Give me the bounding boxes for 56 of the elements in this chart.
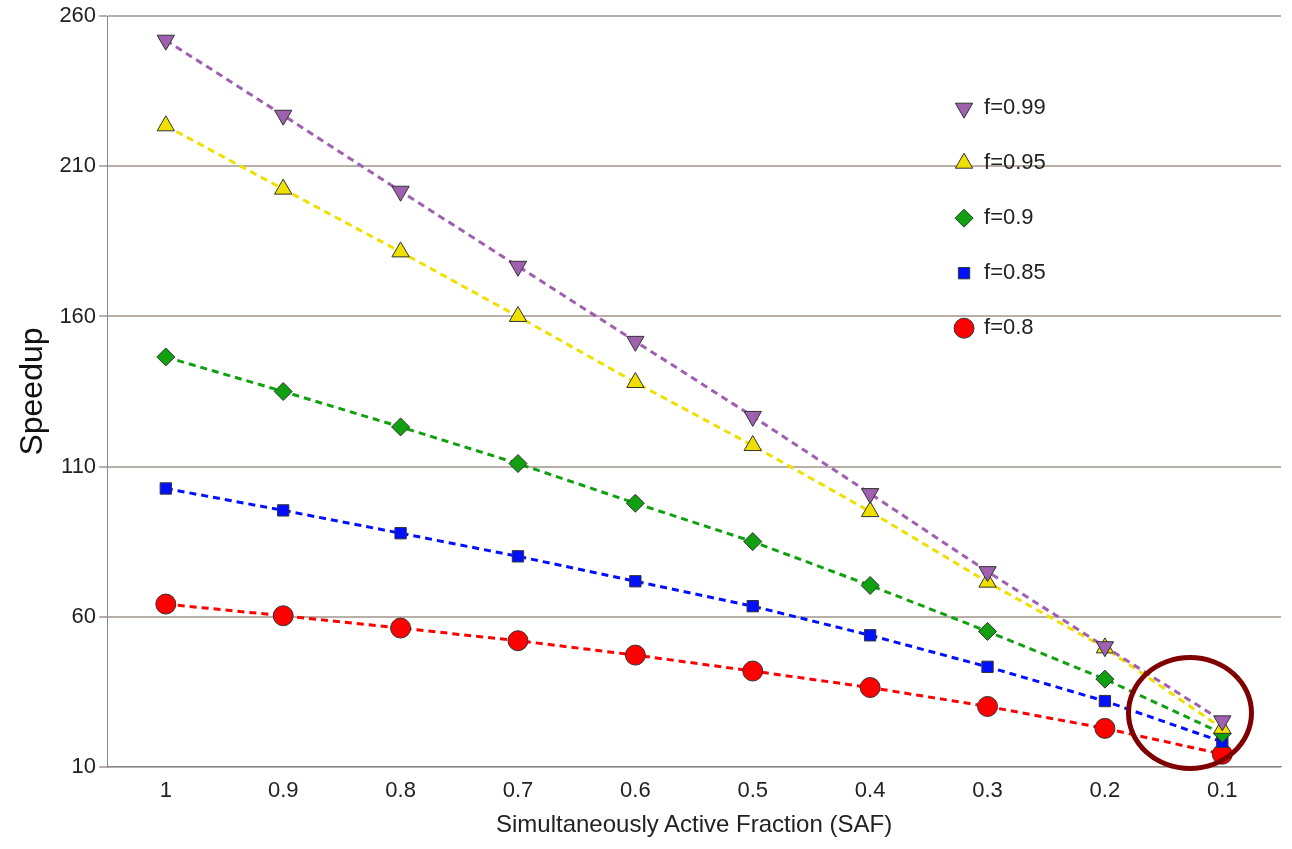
point (508, 454, 528, 474)
point (1098, 694, 1112, 708)
point (626, 335, 645, 352)
point (742, 660, 764, 682)
y-tick-label: 260 (59, 2, 97, 28)
point (625, 493, 645, 513)
point (277, 504, 290, 517)
x-tick-label: 0.8 (385, 777, 416, 803)
point (743, 410, 762, 427)
point (511, 550, 525, 563)
point (863, 629, 877, 642)
x-tick-label: 1 (159, 777, 172, 803)
y-tick-label: 210 (59, 152, 97, 178)
legend-label: f=0.8 (984, 314, 1034, 340)
point (1095, 669, 1115, 689)
x-tick-label: 0.6 (620, 777, 651, 803)
y-axis-title: Speedup (13, 327, 50, 456)
point (508, 260, 528, 277)
x-axis-title: Simultaneously Active Fraction (SAF) (495, 810, 893, 838)
point (746, 600, 759, 613)
legend-label: f=0.9 (984, 204, 1034, 230)
point (978, 621, 998, 641)
point (273, 382, 293, 401)
point (977, 695, 999, 717)
x-tick-label: 0.4 (854, 777, 886, 803)
y-tick-label: 60 (71, 602, 97, 628)
point (1094, 717, 1116, 739)
point (156, 34, 175, 51)
point (859, 677, 881, 699)
y-tick-label: 110 (61, 452, 97, 478)
x-tick-label: 0.9 (267, 777, 299, 803)
point (391, 417, 411, 437)
legend-label: f=0.99 (984, 94, 1046, 120)
point (390, 617, 412, 639)
point (274, 109, 293, 126)
point (860, 575, 880, 595)
point (743, 532, 763, 552)
legend-label: f=0.85 (984, 259, 1046, 285)
x-tick-label: 0.7 (502, 777, 534, 803)
x-tick-label: 0.2 (1089, 777, 1121, 803)
x-tick-label: 0.5 (737, 777, 769, 803)
point (272, 605, 294, 627)
point (981, 660, 994, 673)
point (394, 527, 407, 540)
point (156, 347, 176, 367)
point (507, 630, 529, 652)
point (155, 593, 177, 615)
point (629, 575, 642, 588)
legend-label: f=0.95 (984, 149, 1046, 175)
x-tick-label: 0.1 (1207, 777, 1238, 803)
x-tick-label: 0.3 (972, 777, 1003, 803)
point (159, 482, 172, 495)
y-tick-label: 160 (59, 302, 97, 328)
point (391, 185, 410, 202)
point (624, 644, 646, 666)
y-tick-label: 10 (71, 752, 97, 778)
